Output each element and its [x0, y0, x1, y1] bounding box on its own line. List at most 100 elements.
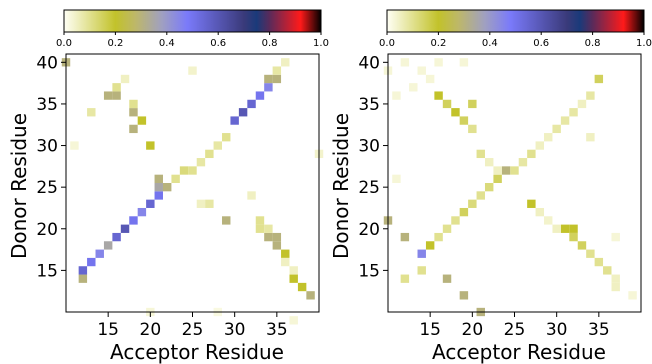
heatmap-cells-left: [61, 58, 324, 325]
heatmap-cell: [272, 241, 282, 250]
heatmap-cell: [154, 174, 163, 183]
heatmap-panel-left: 0.0 0.2 0.4 0.6 0.8 1.0 15 20 25 30 35 15 20 25 30 35…: [7, 9, 329, 364]
heatmap-cell: [493, 174, 502, 183]
y-tick-label: 30: [36, 137, 58, 157]
heatmap-cell: [544, 216, 553, 225]
heatmap-cell: [171, 174, 180, 183]
heatmap-cell: [560, 224, 570, 233]
colorbar-tick-label: 0.8: [585, 38, 601, 49]
y-tick-label: 25: [36, 178, 58, 198]
x-axis-label-right: Acceptor Residue: [432, 340, 606, 364]
heatmap-cell: [603, 266, 612, 275]
heatmap-cell: [264, 83, 273, 92]
heatmap-cell: [188, 166, 197, 175]
heatmap-cell: [459, 207, 469, 217]
heatmap-cell: [238, 108, 248, 117]
colorbar-left: [63, 9, 322, 33]
heatmap-cell: [434, 91, 443, 100]
heatmap-cell: [569, 232, 578, 242]
heatmap-cell: [264, 224, 273, 233]
heatmap-cell: [70, 141, 79, 150]
heatmap-cell: [417, 266, 426, 275]
heatmap-panel-right: 0.0 0.2 0.4 0.6 0.8 1.0 15 20 25 30 35 15 20 25 30 35…: [329, 9, 652, 364]
heatmap-cell: [518, 158, 528, 167]
heatmap-cell: [146, 141, 155, 150]
x-tick-label: 20: [140, 320, 162, 340]
x-tick-label: 30: [224, 320, 246, 340]
heatmap-cell: [611, 232, 620, 242]
heatmap-cell: [272, 232, 282, 242]
heatmap-cells-right: [383, 58, 637, 317]
colorbar-tick-label: 0.8: [262, 38, 278, 49]
heatmap-cell: [425, 74, 435, 84]
x-tick-label: 30: [546, 320, 568, 340]
heatmap-cell: [459, 116, 469, 125]
heatmap-cell: [400, 58, 410, 67]
heatmap-cell: [272, 74, 282, 84]
heatmap-cell: [535, 207, 545, 217]
heatmap-cell: [95, 249, 104, 258]
heatmap-cell: [501, 166, 511, 175]
heatmap-cell: [484, 158, 494, 167]
heatmap-cell: [179, 166, 189, 175]
heatmap-cell: [87, 108, 96, 117]
colorbar-tick-label: 1.0: [313, 38, 329, 49]
colorbar-tick-label: 0.2: [107, 38, 123, 49]
heatmap-cell: [78, 274, 88, 283]
heatmap-cell: [484, 183, 494, 192]
heatmap-cell: [306, 291, 315, 300]
x-tick-label: 25: [182, 320, 204, 340]
heatmap-cell: [569, 108, 578, 117]
y-tick-label: 40: [358, 53, 380, 73]
heatmap-cell: [247, 99, 256, 109]
heatmap-cell: [577, 99, 587, 109]
y-ticks-right: 15 20 25 30 35 40: [358, 53, 388, 281]
heatmap-cell: [213, 141, 223, 150]
colorbar-ticks-right: 0.0 0.2 0.4 0.6 0.8 1.0: [379, 32, 652, 49]
heatmap-cell: [535, 141, 545, 150]
heatmap-cell: [129, 216, 138, 225]
heatmap-cell: [188, 66, 197, 75]
heatmap-cell: [594, 74, 604, 84]
heatmap-cell: [552, 224, 561, 233]
heatmap-cell: [442, 274, 452, 283]
colorbar-tick-label: 0.0: [379, 38, 395, 49]
colorbar-tick-label: 0.4: [159, 38, 175, 49]
heatmap-cell: [400, 274, 410, 283]
heatmap-cell: [594, 257, 604, 267]
heatmap-cell: [222, 133, 231, 142]
colorbar-right: [386, 9, 645, 33]
heatmap-cell: [510, 166, 519, 175]
heatmap-cell: [222, 216, 231, 225]
heatmap-cell: [425, 241, 435, 250]
y-tick-label: 40: [36, 53, 58, 73]
heatmap-cell: [154, 191, 163, 200]
heatmap-cell: [281, 257, 290, 267]
heatmap-cell: [112, 232, 121, 242]
heatmap-cell: [434, 58, 443, 67]
heatmap-cell: [129, 124, 138, 134]
colorbar-tick-label: 0.6: [210, 38, 226, 49]
heatmap-cell: [103, 91, 113, 100]
heatmap-cell: [289, 266, 298, 275]
heatmap-cell: [112, 83, 121, 92]
heatmap-cell: [255, 216, 265, 225]
heatmap-cell: [297, 282, 307, 292]
y-tick-label: 20: [36, 220, 58, 240]
heatmap-cell: [442, 224, 452, 233]
heatmap-cell: [527, 149, 536, 159]
heatmap-cell: [417, 66, 426, 75]
heatmap-cell: [577, 241, 587, 250]
y-tick-label: 35: [36, 95, 58, 115]
heatmap-cell: [468, 199, 477, 208]
heatmap-cell: [434, 232, 443, 242]
heatmap-cell: [586, 91, 595, 100]
heatmap-cell: [392, 91, 401, 100]
heatmap-cell: [569, 224, 578, 233]
colorbar-tick-label: 0.6: [533, 38, 549, 49]
heatmap-cell: [493, 166, 502, 175]
heatmap-cell: [527, 199, 536, 208]
heatmap-cell: [247, 191, 256, 200]
heatmap-cell: [586, 133, 595, 142]
heatmap-cell: [87, 257, 96, 267]
